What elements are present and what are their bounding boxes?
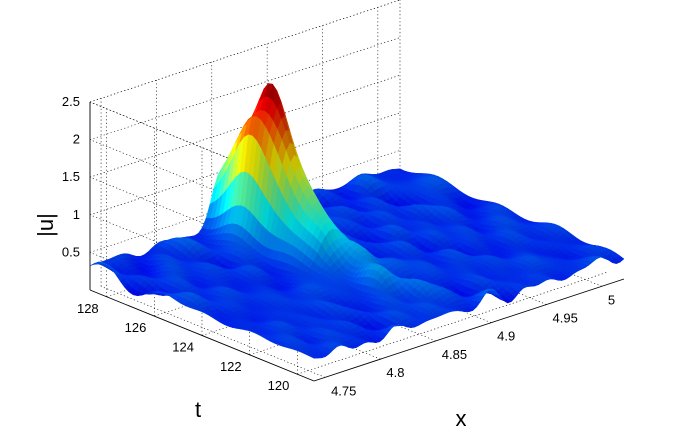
z-tick-label: 0.5 (62, 244, 80, 259)
t-grid-floor-0 (297, 271, 608, 375)
x-tick-label: 4.95 (553, 311, 578, 326)
t-tick-label: 120 (268, 378, 290, 393)
x-grid-floor-0 (100, 286, 326, 378)
box-edge-top-back (89, 0, 401, 103)
box-edge-x-axis (313, 278, 625, 382)
surface-patch (615, 255, 625, 263)
z-tick-label: 1 (73, 207, 80, 222)
x-tick-label: 4.9 (497, 329, 515, 344)
x-tick-label: 5 (608, 292, 615, 307)
x-tick-label: 4.85 (442, 347, 467, 362)
x-tick-label: 4.8 (386, 365, 404, 380)
tick-labels: 0.5 1 1.5 2 2.5 120 122 124 126 128 4.75 4.8 4.85 4.9… (62, 94, 615, 398)
z-tick-label: 2.5 (62, 94, 80, 109)
z-tick-label: 2 (73, 132, 80, 147)
x-tick-label: 4.75 (331, 383, 356, 398)
z-axis-label: |u| (33, 213, 58, 237)
t-tick-label: 122 (220, 359, 242, 374)
x-axis-label: x (456, 406, 467, 431)
z-grid-back-3 (89, 37, 401, 140)
t-tick-label: 126 (125, 320, 147, 335)
t-axis-label: t (195, 397, 201, 422)
t-tick-label: 124 (172, 340, 194, 355)
box-edge-t-axis (89, 289, 315, 382)
t-tick-label: 128 (77, 301, 99, 316)
z-tick-label: 1.5 (62, 169, 80, 184)
surface-mesh (89, 82, 625, 359)
box-edge-top-left (89, 101, 315, 194)
